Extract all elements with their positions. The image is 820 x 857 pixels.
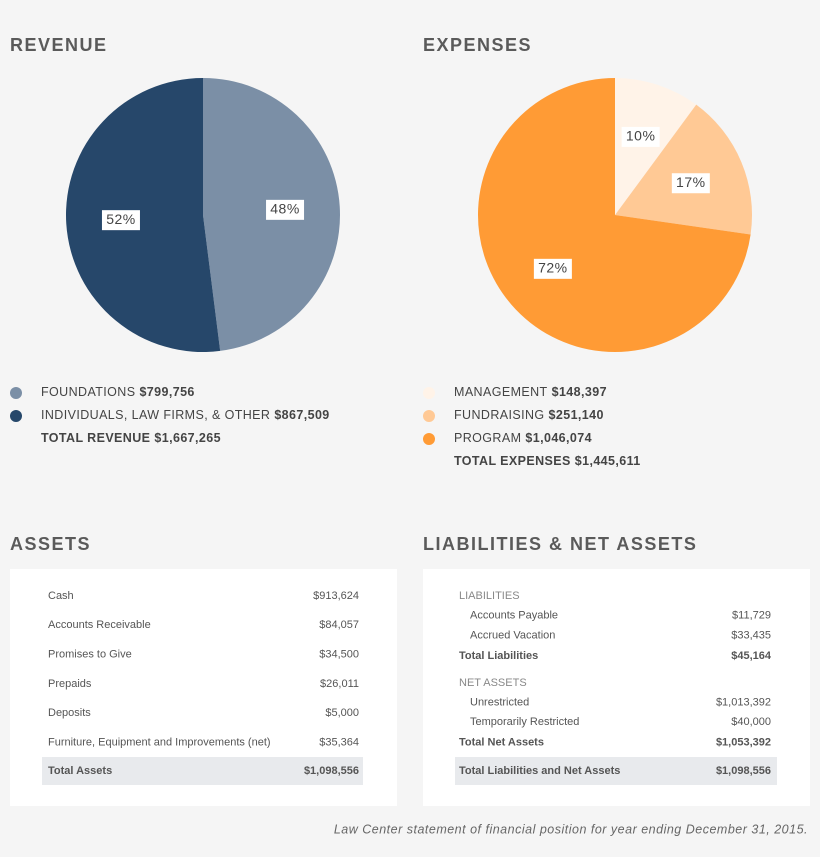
total-label: Total Liabilities and Net Assets <box>459 765 620 777</box>
total-label: TOTAL EXPENSES <box>454 454 571 468</box>
pie-slice <box>615 104 752 235</box>
value-label: 17% <box>676 174 706 190</box>
row-label: Temporarily Restricted <box>470 716 579 728</box>
total-band <box>42 757 363 785</box>
row-label: Accounts Receivable <box>48 619 151 631</box>
legend-amount: $1,046,074 <box>525 431 592 445</box>
legend-name: MANAGEMENT <box>454 385 548 399</box>
caption: Law Center statement of financial positi… <box>334 822 808 836</box>
legend-amount: $799,756 <box>139 385 194 399</box>
legend-swatch <box>10 387 22 399</box>
row-label: Unrestricted <box>470 697 529 709</box>
total-amount: $1,667,265 <box>154 431 221 445</box>
row-amount: $1,013,392 <box>716 697 771 709</box>
table-title: LIABILITIES & NET ASSETS <box>423 534 697 554</box>
section-total: Total Net Assets <box>459 737 544 749</box>
chart-title: REVENUE <box>10 35 108 55</box>
table-title: ASSETS <box>10 534 91 554</box>
chart-title: EXPENSES <box>423 35 532 55</box>
total-band <box>455 757 777 785</box>
legend-swatch <box>423 433 435 445</box>
row-amount: $913,624 <box>313 590 359 602</box>
legend-entry: INDIVIDUALS, LAW FIRMS, & OTHER $867,509 <box>41 408 330 422</box>
legend-amount: $148,397 <box>552 385 607 399</box>
legend-name: PROGRAM <box>454 431 521 445</box>
total-amount: $1,445,611 <box>575 454 641 468</box>
total-label: Total Assets <box>48 765 112 777</box>
value-label: 48% <box>270 201 300 217</box>
legend-entry: FOUNDATIONS $799,756 <box>41 385 195 399</box>
row-amount: $84,057 <box>319 619 359 631</box>
value-label-box <box>621 126 660 147</box>
row-label: Accrued Vacation <box>470 629 555 641</box>
row-amount: $35,364 <box>319 736 359 748</box>
legend-name: FOUNDATIONS <box>41 385 135 399</box>
section-heading: NET ASSETS <box>459 677 527 689</box>
row-label: Cash <box>48 590 74 602</box>
value-label: 72% <box>538 260 568 276</box>
row-label: Accounts Payable <box>470 610 558 622</box>
pie-slice <box>65 78 221 352</box>
value-label: 10% <box>626 128 656 144</box>
value-label: 52% <box>106 211 136 227</box>
row-label: Prepaids <box>48 678 92 690</box>
legend-amount: $867,509 <box>274 408 329 422</box>
legend-amount: $251,140 <box>549 408 604 422</box>
pie-slice <box>477 78 751 352</box>
legend-total: TOTAL REVENUE $1,667,265 <box>41 431 221 445</box>
total-label: TOTAL REVENUE <box>41 431 150 445</box>
legend-entry: FUNDRAISING $251,140 <box>454 408 604 422</box>
legend-name: INDIVIDUALS, LAW FIRMS, & OTHER <box>41 408 270 422</box>
legend-entry: MANAGEMENT $148,397 <box>454 385 607 399</box>
row-amount: $11,729 <box>732 610 771 622</box>
legend-name: FUNDRAISING <box>454 408 545 422</box>
row-amount: $5,000 <box>325 707 359 719</box>
row-amount: $40,000 <box>731 716 771 728</box>
section-heading: LIABILITIES <box>459 590 520 602</box>
row-label: Deposits <box>48 707 91 719</box>
total-amount: $1,098,556 <box>716 765 771 777</box>
total-amount: $1,098,556 <box>304 765 359 777</box>
legend-swatch <box>423 410 435 422</box>
row-label: Promises to Give <box>48 649 132 661</box>
value-label-box <box>671 173 710 194</box>
value-label-box <box>266 199 305 220</box>
value-label-box <box>533 258 572 279</box>
row-amount: $34,500 <box>319 649 359 661</box>
row-amount: $26,011 <box>320 678 359 690</box>
legend-entry: PROGRAM $1,046,074 <box>454 431 592 445</box>
legend-swatch <box>10 410 22 422</box>
legend-swatch <box>423 387 435 399</box>
legend-total: TOTAL EXPENSES $1,445,611 <box>454 454 641 468</box>
section-total: Total Liabilities <box>459 650 538 662</box>
section-total-amount: $1,053,392 <box>716 737 771 749</box>
row-amount: $33,435 <box>731 629 771 641</box>
section-total-amount: $45,164 <box>731 650 772 662</box>
value-label-box <box>101 210 140 231</box>
row-label: Furniture, Equipment and Improvements (n… <box>48 736 271 748</box>
